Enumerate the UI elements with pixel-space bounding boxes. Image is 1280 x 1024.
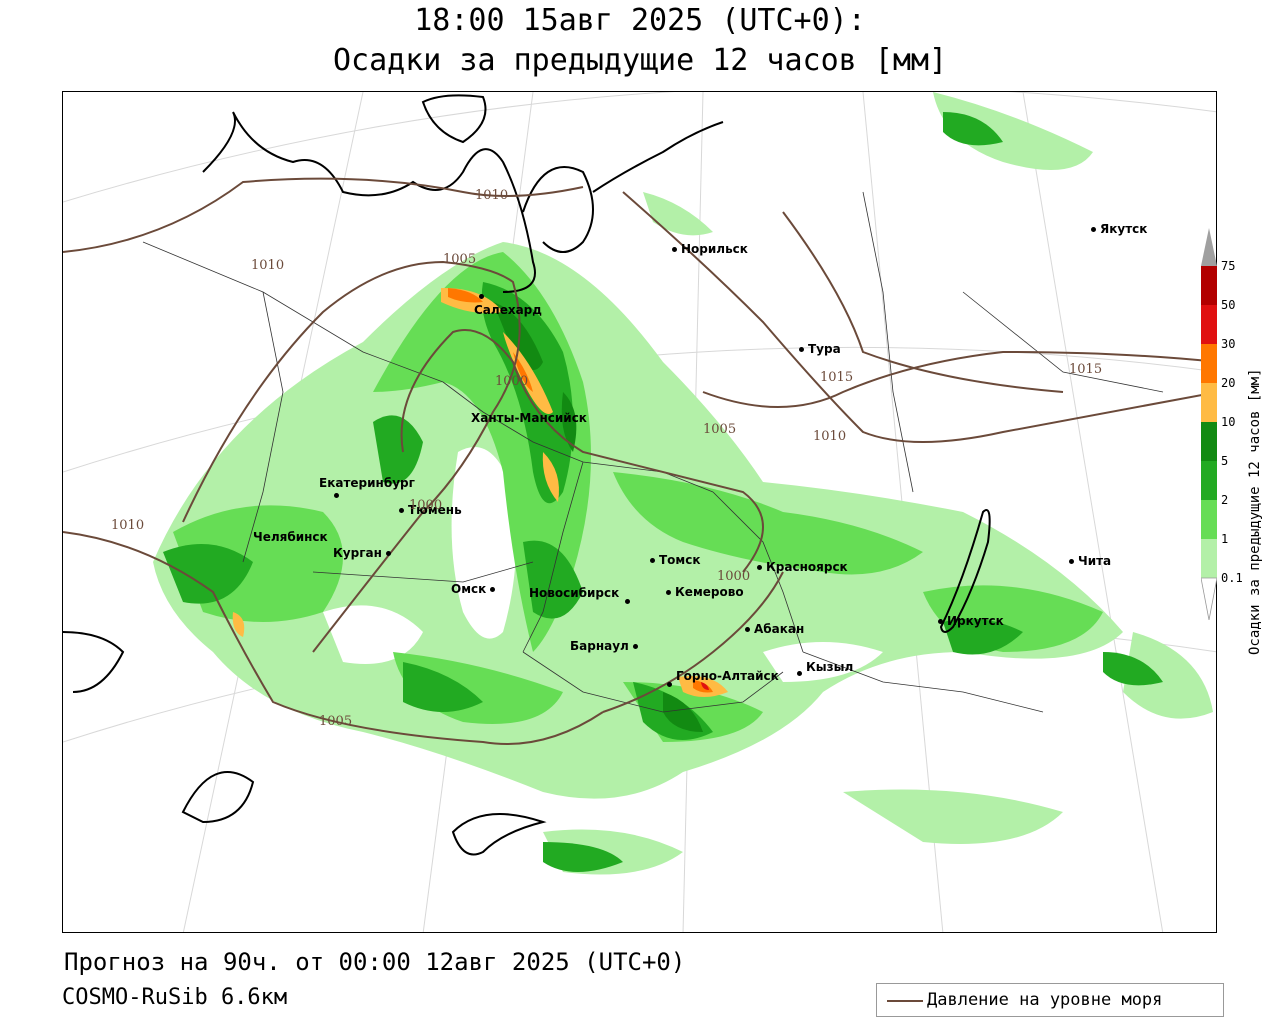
isobars (63, 177, 1216, 745)
isobar-label: 1015 (820, 370, 854, 385)
isobar-label: 1010 (475, 188, 509, 203)
city-irkutsk: Иркутск (938, 614, 1004, 628)
city-marker-icon (479, 294, 484, 299)
isobar-label: 1000 (495, 374, 529, 389)
isobar-label: 1005 (703, 422, 737, 437)
map-subtitle: Осадки за предыдущие 12 часов [мм] (332, 43, 948, 78)
city-tura: Тура (799, 342, 841, 356)
colorbar-tick: 50 (1221, 298, 1236, 312)
city-omsk: Омск (451, 582, 499, 596)
legend-box: Давление на уровне моря (876, 983, 1224, 1017)
city-krasnoyarsk: Красноярск (757, 560, 848, 574)
city-chita: Чита (1069, 554, 1111, 568)
isobar-label: 1015 (1069, 362, 1103, 377)
colorbar-bin (1201, 422, 1217, 461)
city-marker-icon (385, 551, 391, 556)
colorbar-bin (1201, 344, 1217, 383)
isobar-label: 1000 (409, 498, 443, 513)
colorbar-bin (1201, 539, 1217, 578)
precip-colorbar (1201, 228, 1217, 620)
colorbar-tick: 75 (1221, 259, 1236, 273)
precip-very-heavy (493, 302, 703, 732)
forecast-info: Прогноз на 90ч. от 00:00 12авг 2025 (UTC… (64, 948, 686, 976)
colorbar-tick: 10 (1221, 415, 1236, 429)
city-marker-icon (625, 599, 631, 604)
city-salekhard: Салехард (474, 289, 556, 317)
city-marker-icon (490, 587, 496, 592)
city-kyzyl: Кызыл (797, 660, 853, 680)
colorbar-bin (1201, 266, 1217, 305)
isobar-label: 1005 (319, 714, 353, 729)
colorbar-tick: 0.1 (1221, 571, 1243, 585)
colorbar-bin (1201, 383, 1217, 422)
city-norilsk: Норильск (672, 242, 748, 256)
isobar-label: 1005 (443, 252, 477, 267)
isobar-label: 1010 (813, 429, 847, 444)
colorbar-cap-top (1201, 228, 1217, 266)
city-marker-icon (797, 671, 802, 676)
city-marker-icon (666, 590, 671, 595)
city-marker-icon (632, 644, 638, 649)
colorbar-tick: 30 (1221, 337, 1236, 351)
city-tyumen: Тюмень (399, 503, 462, 517)
city-kurgan: Курган (333, 546, 395, 560)
city-yekaterinburg: Екатеринбург (319, 476, 439, 502)
city-yakutsk: Якутск (1091, 222, 1147, 236)
city-kemerovo: Кемерово (666, 585, 744, 599)
city-gorno-altaysk: Горно-Алтайск (667, 669, 779, 691)
isobar-legend-line-icon (887, 1000, 923, 1002)
dry-areas (323, 447, 883, 682)
city-marker-icon (799, 347, 804, 352)
model-name: COSMO-RuSib 6.6км (62, 985, 288, 1010)
city-marker-icon (938, 619, 943, 624)
city-marker-icon (745, 627, 750, 632)
colorbar-cap-bottom (1201, 577, 1217, 620)
city-marker-icon (650, 558, 655, 563)
colorbar-bin (1201, 305, 1217, 344)
colorbar-tick: 1 (1221, 532, 1229, 546)
city-khanty-mansiysk: Ханты-Мансийск (471, 411, 587, 425)
map-graphics (63, 92, 1216, 932)
isobar-label: 1000 (717, 569, 751, 584)
colorbar-bin (1201, 461, 1217, 500)
city-abakan: Абакан (745, 622, 804, 636)
colorbar-tick: 20 (1221, 376, 1236, 390)
colorbar-tick: 5 (1221, 454, 1229, 468)
city-marker-icon (667, 682, 672, 687)
colorbar-tick: 2 (1221, 493, 1229, 507)
city-marker-icon (399, 508, 404, 513)
city-marker-icon (1069, 559, 1074, 564)
precipitation-map: Норильск Якутск Салехард Тура Ханты-Манс… (62, 91, 1217, 933)
city-chelyabinsk: Челябинск (253, 530, 328, 544)
precip-heavy (163, 112, 1163, 872)
city-tomsk: Томск (650, 553, 701, 567)
city-marker-icon (334, 493, 339, 498)
city-novosibirsk: Новосибирск (529, 586, 634, 604)
isobar-label: 1010 (111, 518, 145, 533)
city-marker-icon (757, 565, 762, 570)
colorbar-title: Осадки за предыдущие 12 часов [мм] (1247, 368, 1263, 655)
city-marker-icon (672, 247, 677, 252)
isobar-label: 1010 (251, 258, 285, 273)
coastlines (63, 94, 991, 856)
colorbar-bin (1201, 500, 1217, 539)
city-barnaul: Барнаул (570, 639, 642, 653)
legend-label: Давление на уровне моря (927, 990, 1163, 1010)
map-title: 18:00 15авг 2025 (UTC+0): (414, 3, 866, 38)
city-marker-icon (1091, 227, 1096, 232)
precip-max (701, 682, 709, 690)
